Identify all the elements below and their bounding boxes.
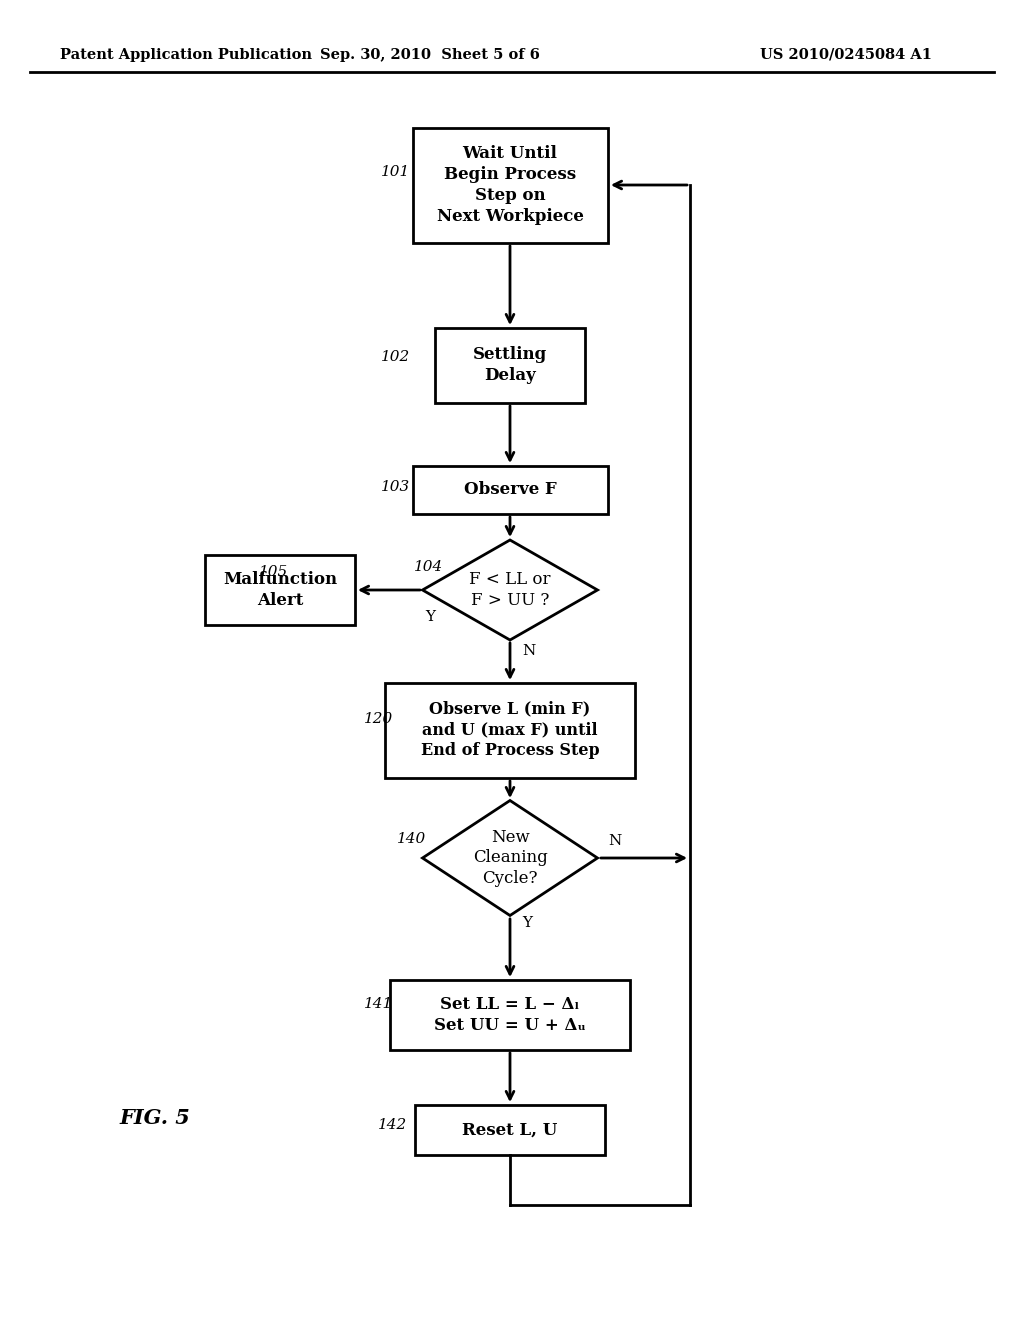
Text: Y: Y (522, 916, 532, 931)
Text: Observe F: Observe F (464, 482, 556, 499)
Bar (390, 979, 630, 1049)
Text: Observe L (min F)
and U (max F) until
End of Process Step: Observe L (min F) and U (max F) until En… (421, 701, 599, 759)
Text: Wait Until
Begin Process
Step on
Next Workpiece: Wait Until Begin Process Step on Next Wo… (436, 145, 584, 224)
Bar (385, 682, 635, 777)
Text: US 2010/0245084 A1: US 2010/0245084 A1 (760, 48, 932, 62)
Text: Reset L, U: Reset L, U (462, 1122, 558, 1138)
Bar (415, 1105, 605, 1155)
Text: Settling
Delay: Settling Delay (473, 346, 547, 384)
Text: F < LL or
F > UU ?: F < LL or F > UU ? (469, 572, 551, 609)
Text: 101: 101 (381, 165, 410, 180)
Text: 105: 105 (259, 565, 288, 579)
Polygon shape (423, 540, 597, 640)
Text: N: N (608, 834, 622, 847)
Text: Set LL = L − Δₗ
Set UU = U + Δᵤ: Set LL = L − Δₗ Set UU = U + Δᵤ (434, 997, 586, 1034)
Text: 102: 102 (381, 350, 410, 364)
Text: Y: Y (425, 610, 435, 624)
Bar (413, 128, 607, 243)
Text: Sep. 30, 2010  Sheet 5 of 6: Sep. 30, 2010 Sheet 5 of 6 (321, 48, 540, 62)
Text: Patent Application Publication: Patent Application Publication (60, 48, 312, 62)
Bar (435, 327, 585, 403)
Text: New
Cleaning
Cycle?: New Cleaning Cycle? (473, 829, 548, 887)
Text: 141: 141 (364, 997, 393, 1011)
Polygon shape (423, 800, 597, 916)
Text: 104: 104 (414, 560, 443, 574)
Bar (205, 554, 355, 624)
Text: 142: 142 (378, 1118, 407, 1133)
Text: 140: 140 (396, 832, 426, 846)
Text: FIG. 5: FIG. 5 (120, 1107, 190, 1129)
Text: Malfunction
Alert: Malfunction Alert (223, 572, 337, 609)
Text: 103: 103 (381, 480, 410, 494)
Bar (413, 466, 607, 513)
Text: N: N (522, 644, 536, 657)
Text: 120: 120 (364, 711, 393, 726)
